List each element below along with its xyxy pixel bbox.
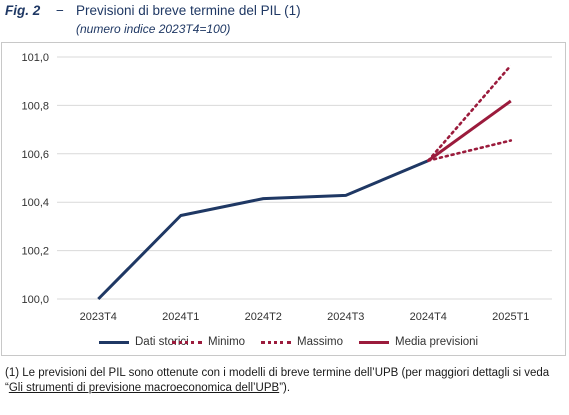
y-axis-ticks: 100,0 100,2 100,4 100,6 100,8 101,0 [21,52,49,306]
y-tick-label: 101,0 [21,52,49,64]
series-line-media-previsioni [427,99,512,162]
y-tick-label: 100,6 [21,149,49,161]
series-lines [97,64,513,301]
footnote-text-end: ”). [279,382,291,394]
series-line-dati-storici [97,159,429,301]
figure-title: Previsioni di breve termine del PIL (1) [76,3,301,18]
figure-dash: − [56,3,64,18]
legend-label-dati-storici: Dati storici [135,336,189,348]
series-line-minimo [426,139,513,162]
footnote: (1) Le previsioni del PIL sono ottenute … [5,366,567,396]
legend-label-media-previsioni: Media previsioni [395,336,479,348]
x-tick-label: 2024T4 [410,311,447,323]
figure-label: Fig. 2 [5,3,41,18]
x-tick-label: 2024T3 [327,311,364,323]
x-tick-label: 2023T4 [80,311,117,323]
legend-swatch-dati-storici [99,341,129,344]
x-tick-label: 2024T1 [162,311,199,323]
chart-frame: 100,0 100,2 100,4 100,6 100,8 101,0 2023T4 202… [1,42,566,356]
legend-label-minimo: Minimo [208,336,246,348]
x-axis-ticks: 2023T4 2024T1 2024T2 2024T3 2024T4 2025T1 [80,311,530,323]
legend-label-massimo: Massimo [297,336,344,348]
y-tick-label: 100,2 [21,246,49,258]
y-tick-label: 100,4 [21,197,49,209]
footnote-text: (1) Le previsioni del PIL sono ottenute … [5,367,550,394]
chart-legend: Dati storici Minimo Massimo Media previs… [0,333,569,351]
x-tick-label: 2025T1 [492,311,529,323]
y-tick-label: 100,8 [21,100,49,112]
x-tick-label: 2024T2 [245,311,282,323]
figure-header: Fig. 2 − Previsioni di breve termine del… [0,0,569,42]
legend-swatch-media-previsioni [359,341,389,344]
footnote-link[interactable]: Gli strumenti di previsione macroeconomi… [8,382,280,394]
y-tick-label: 100,0 [21,294,49,306]
grid-lines [57,56,552,300]
series-line-massimo [426,64,513,162]
legend-swatch-minimo [172,341,202,344]
legend-swatch-massimo [261,341,291,344]
figure-subtitle: (numero indice 2023T4=100) [76,22,231,36]
